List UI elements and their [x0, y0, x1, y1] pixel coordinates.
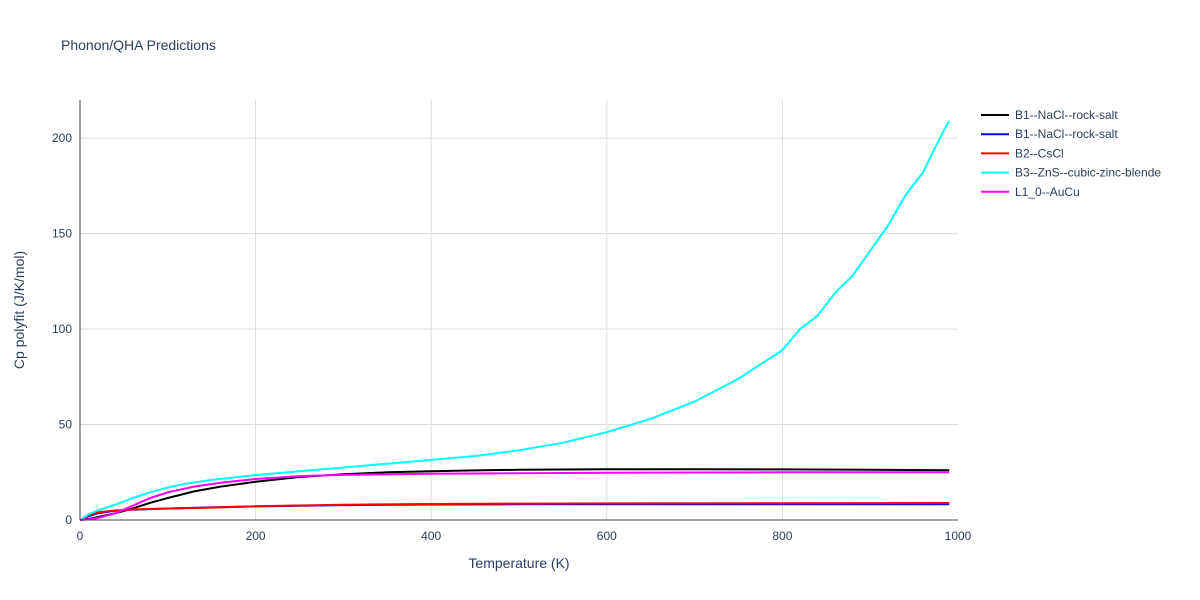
legend-label: L1_0--AuCu	[1015, 185, 1080, 199]
x-tick-label: 200	[246, 529, 266, 543]
y-tick-label: 0	[65, 513, 72, 527]
legend-item-2[interactable]: B2--CsCl	[981, 146, 1064, 160]
legend-label: B3--ZnS--cubic-zinc-blende	[1015, 166, 1161, 180]
legend-item-4[interactable]: L1_0--AuCu	[981, 185, 1080, 199]
y-tick-label: 50	[59, 418, 73, 432]
x-tick-label: 400	[421, 529, 441, 543]
legend-item-1[interactable]: B1--NaCl--rock-salt	[981, 127, 1118, 141]
legend[interactable]: B1--NaCl--rock-salt B1--NaCl--rock-salt B2…	[981, 108, 1161, 199]
grid	[80, 100, 958, 520]
series-line-b1-nacl-rock-salt-0	[79, 468, 950, 521]
series-line-l1-0-aucu-4	[79, 471, 950, 521]
plot-area	[79, 120, 951, 521]
series-line-b2-cscl-2	[79, 502, 950, 521]
chart-title: Phonon/QHA Predictions	[61, 37, 216, 53]
series-line-b1-nacl-rock-salt-1	[79, 503, 950, 521]
y-tick-label: 200	[52, 131, 72, 145]
legend-item-3[interactable]: B3--ZnS--cubic-zinc-blende	[981, 166, 1161, 180]
legend-label: B1--NaCl--rock-salt	[1015, 127, 1118, 141]
y-axis-title: Cp polyfit (J/K/mol)	[11, 251, 27, 369]
y-tick-label: 100	[52, 322, 72, 336]
x-axis-title: Temperature (K)	[468, 555, 569, 571]
x-tick-label: 1000	[945, 529, 972, 543]
series-line-b3-zns-cubic-zinc-blende-3	[79, 120, 951, 521]
x-tick-label: 0	[77, 529, 84, 543]
x-tick-label: 600	[597, 529, 617, 543]
y-tick-label: 150	[52, 227, 72, 241]
legend-label: B1--NaCl--rock-salt	[1015, 108, 1118, 122]
x-tick-label: 800	[772, 529, 792, 543]
legend-item-0[interactable]: B1--NaCl--rock-salt	[981, 108, 1118, 122]
legend-label: B2--CsCl	[1015, 146, 1064, 160]
axes: 0 200 400 600 800 1000 0 50 100 150 200	[52, 100, 972, 543]
